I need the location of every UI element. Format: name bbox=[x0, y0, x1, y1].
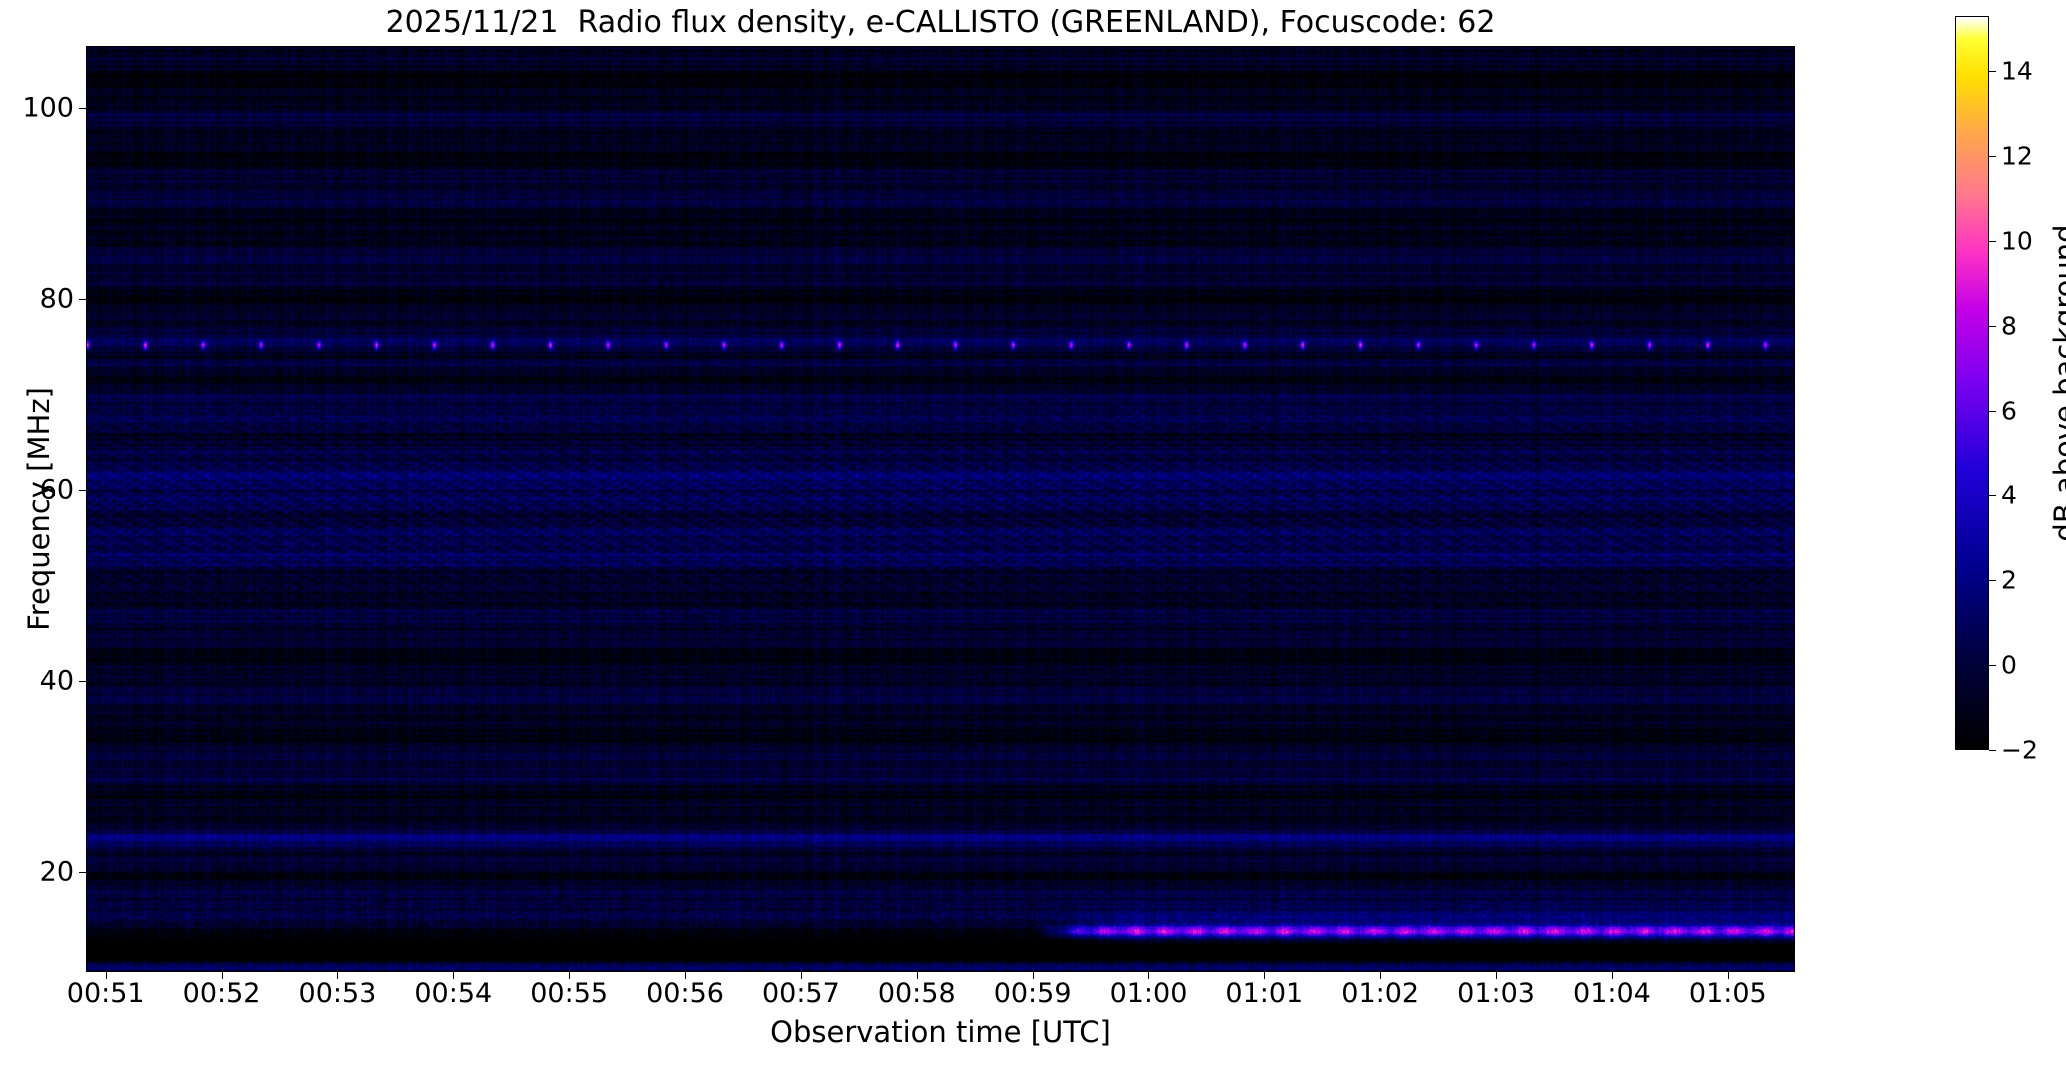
y-tick-label: 20 bbox=[39, 856, 74, 888]
colorbar[interactable] bbox=[1955, 16, 1989, 750]
page-title: 2025/11/21 Radio flux density, e-CALLIST… bbox=[385, 5, 1496, 40]
colorbar-tick-mark bbox=[1989, 410, 1996, 412]
y-tick-label: 40 bbox=[39, 665, 74, 697]
colorbar-label: dB above background bbox=[2048, 224, 2066, 542]
spectrogram-image bbox=[87, 47, 1794, 971]
x-tick-mark bbox=[221, 972, 223, 979]
y-tick-label: 100 bbox=[22, 92, 74, 124]
y-tick-mark bbox=[79, 298, 86, 300]
x-tick-mark bbox=[453, 972, 455, 979]
colorbar-tick-label: 2 bbox=[2001, 565, 2017, 595]
x-tick-mark bbox=[800, 972, 802, 979]
x-tick-label: 01:05 bbox=[1688, 978, 1767, 1009]
x-tick-mark bbox=[1148, 972, 1150, 979]
colorbar-tick-mark bbox=[1989, 156, 1996, 157]
y-tick-mark bbox=[79, 871, 86, 873]
x-tick-mark bbox=[337, 972, 339, 979]
x-axis-label: Observation time [UTC] bbox=[770, 1015, 1111, 1049]
x-tick-label: 00:57 bbox=[761, 978, 840, 1009]
x-tick-mark bbox=[1496, 972, 1498, 979]
colorbar-tick-label: 4 bbox=[2001, 480, 2017, 510]
x-tick-label: 01:03 bbox=[1457, 978, 1535, 1009]
x-tick-label: 00:51 bbox=[66, 978, 145, 1009]
x-tick-mark bbox=[105, 972, 107, 979]
colorbar-tick-label: −2 bbox=[2001, 735, 2038, 765]
x-tick-label: 00:59 bbox=[993, 978, 1072, 1009]
x-tick-mark bbox=[916, 972, 918, 979]
colorbar-tick-label: 0 bbox=[2001, 650, 2017, 680]
spectrogram-axes[interactable] bbox=[86, 46, 1795, 972]
y-tick-mark bbox=[79, 680, 86, 682]
x-tick-label: 01:02 bbox=[1341, 978, 1420, 1009]
x-tick-label: 01:04 bbox=[1573, 978, 1651, 1009]
x-tick-label: 01:01 bbox=[1225, 978, 1304, 1009]
x-tick-mark bbox=[1611, 972, 1613, 979]
x-tick-mark bbox=[1727, 972, 1729, 979]
colorbar-gradient bbox=[1956, 17, 1988, 749]
colorbar-tick-mark bbox=[1989, 71, 1996, 73]
x-tick-mark bbox=[1380, 972, 1382, 979]
colorbar-tick-label: 12 bbox=[2001, 141, 2033, 171]
colorbar-tick-mark bbox=[1989, 580, 1996, 582]
y-axis-label: Frequency [MHz] bbox=[22, 387, 56, 631]
colorbar-tick-label: 14 bbox=[2001, 56, 2033, 86]
x-tick-mark bbox=[685, 972, 687, 979]
colorbar-tick-mark bbox=[1989, 240, 1996, 242]
colorbar-tick-label: 10 bbox=[2001, 226, 2033, 256]
y-tick-label: 80 bbox=[39, 283, 74, 315]
x-tick-label: 00:53 bbox=[298, 978, 377, 1009]
y-tick-mark bbox=[79, 489, 86, 491]
x-tick-mark bbox=[569, 972, 571, 979]
colorbar-tick-label: 8 bbox=[2001, 311, 2017, 341]
y-tick-label: 60 bbox=[39, 474, 74, 506]
colorbar-tick-label: 6 bbox=[2001, 396, 2017, 426]
x-tick-label: 00:52 bbox=[182, 978, 261, 1009]
x-tick-label: 00:55 bbox=[530, 978, 609, 1009]
x-tick-label: 00:56 bbox=[646, 978, 724, 1009]
x-tick-label: 00:58 bbox=[877, 978, 956, 1009]
colorbar-tick-mark bbox=[1989, 325, 1996, 327]
x-tick-mark bbox=[1264, 972, 1266, 979]
colorbar-tick-mark bbox=[1989, 665, 1996, 667]
colorbar-tick-mark bbox=[1989, 750, 1996, 751]
x-tick-label: 01:00 bbox=[1109, 978, 1188, 1009]
x-tick-label: 00:54 bbox=[414, 978, 493, 1009]
x-tick-mark bbox=[1032, 972, 1034, 979]
y-tick-mark bbox=[79, 108, 86, 110]
colorbar-tick-mark bbox=[1989, 495, 1996, 497]
